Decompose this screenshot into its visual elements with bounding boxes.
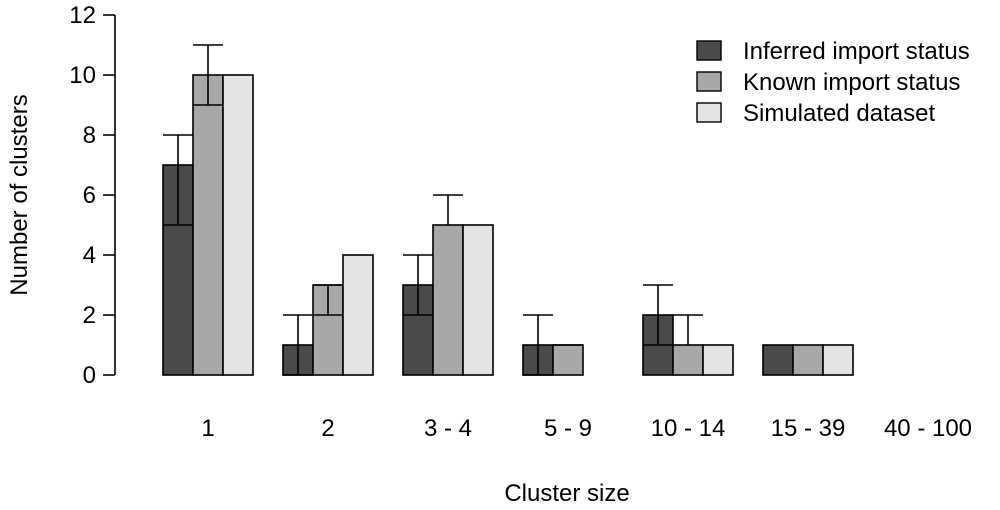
bar-2-4 <box>552 344 584 376</box>
y-tick-label-6: 10 <box>69 62 96 89</box>
bar-3-2 <box>342 254 374 376</box>
bars-layer <box>162 74 854 376</box>
legend-label: Inferred import status <box>743 38 970 65</box>
bar-3-5 <box>702 344 734 376</box>
bar-3-6 <box>822 344 854 376</box>
legend-item-2: Known import status <box>696 69 960 96</box>
y-axis-title: Number of clusters <box>6 94 33 295</box>
bar-3-1 <box>222 74 254 376</box>
x-tick-label-6: 15 - 39 <box>771 415 846 442</box>
error-bar-2-3 <box>433 194 463 225</box>
legend-item-1: Inferred import status <box>696 38 970 65</box>
legend-label: Simulated dataset <box>743 100 935 127</box>
bar-3-3 <box>462 224 494 376</box>
bar-2-5 <box>672 344 704 376</box>
error-bar-2-2 <box>313 284 343 316</box>
x-tick-label-1: 1 <box>201 415 214 442</box>
x-axis-title: Cluster size <box>504 480 629 507</box>
error-bar-1-1 <box>163 134 193 226</box>
bar-2-1 <box>192 74 224 376</box>
x-tick-label-5: 10 - 14 <box>651 415 726 442</box>
y-axis: 0 2 4 6 8 10 12 <box>69 2 116 389</box>
y-tick-label-2: 2 <box>83 302 96 329</box>
error-bar-1-4 <box>523 314 553 376</box>
error-bar-2-5 <box>673 314 703 345</box>
x-tick-label-7: 40 - 100 <box>884 415 972 442</box>
legend-swatch <box>696 102 722 123</box>
error-bar-1-3 <box>403 254 433 316</box>
y-tick-label-4: 6 <box>83 182 96 209</box>
legend-label: Known import status <box>743 69 960 96</box>
legend: Inferred import status Known import statu… <box>696 38 970 127</box>
x-tick-label-2: 2 <box>321 415 334 442</box>
error-bars-layer <box>163 44 703 376</box>
y-tick-label-1: 0 <box>83 362 96 389</box>
bar-2-3 <box>432 224 464 376</box>
y-tick-label-5: 8 <box>83 122 96 149</box>
error-bar-1-2 <box>283 314 313 376</box>
x-tick-labels: 1 2 3 - 4 5 - 9 10 - 14 15 - 39 40 - 100 <box>201 415 972 442</box>
x-tick-label-4: 5 - 9 <box>544 415 592 442</box>
error-bar-2-1 <box>193 44 223 106</box>
legend-swatch <box>696 40 722 61</box>
bar-2-6 <box>792 344 824 376</box>
legend-swatch <box>696 71 722 92</box>
y-tick-label-7: 12 <box>69 2 96 29</box>
x-tick-label-3: 3 - 4 <box>424 415 472 442</box>
bar-1-6 <box>762 344 794 376</box>
error-bar-1-5 <box>643 284 673 346</box>
y-tick-label-3: 4 <box>83 242 96 269</box>
legend-item-3: Simulated dataset <box>696 100 935 127</box>
